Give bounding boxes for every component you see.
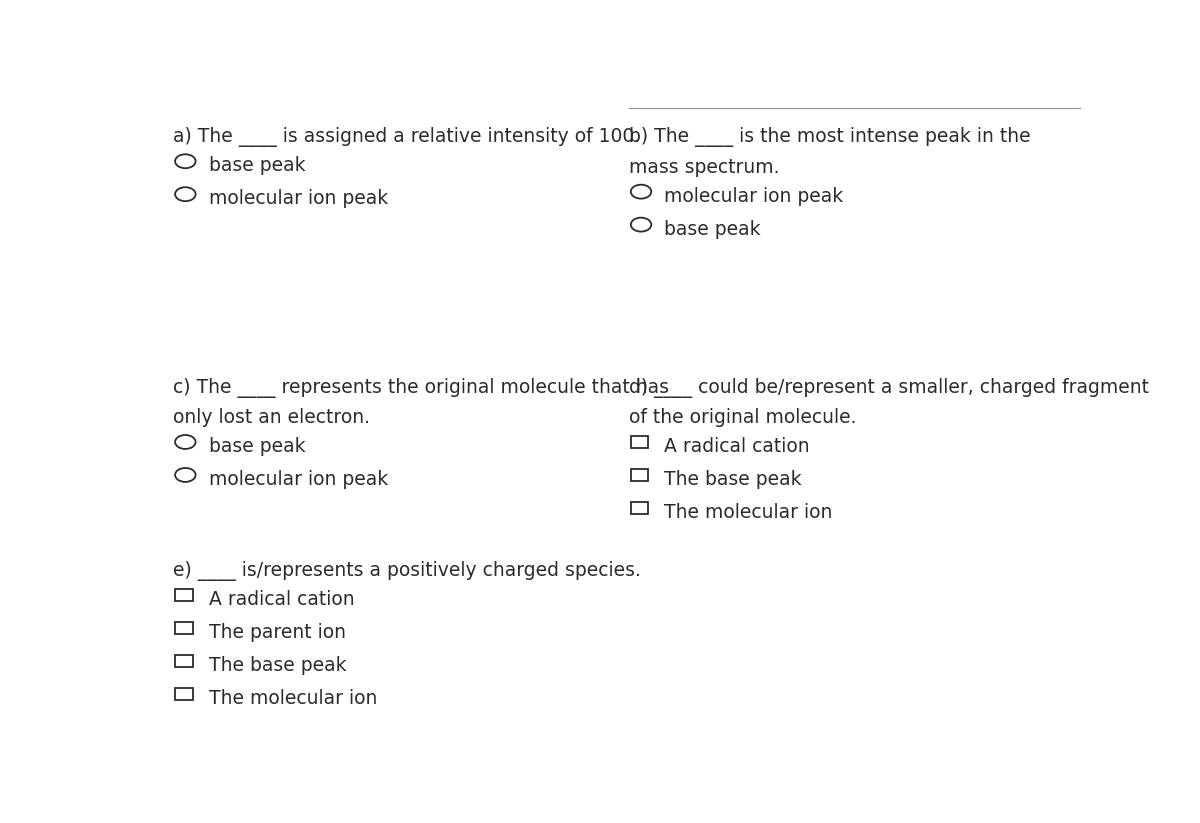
Text: molecular ion peak: molecular ion peak: [209, 470, 388, 489]
Text: The molecular ion: The molecular ion: [209, 689, 377, 708]
Text: molecular ion peak: molecular ion peak: [665, 187, 844, 206]
Text: base peak: base peak: [209, 156, 305, 175]
Text: The parent ion: The parent ion: [209, 623, 346, 642]
Bar: [175, 622, 193, 635]
Text: A radical cation: A radical cation: [665, 437, 810, 456]
Bar: [631, 469, 648, 481]
Bar: [175, 655, 193, 667]
Text: of the original molecule.: of the original molecule.: [629, 408, 857, 427]
Text: base peak: base peak: [209, 437, 305, 456]
Text: A radical cation: A radical cation: [209, 590, 354, 609]
Text: mass spectrum.: mass spectrum.: [629, 158, 780, 177]
Text: d) ____ could be/represent a smaller, charged fragment: d) ____ could be/represent a smaller, ch…: [629, 378, 1148, 398]
Text: b) The ____ is the most intense peak in the: b) The ____ is the most intense peak in …: [629, 128, 1031, 147]
Text: The molecular ion: The molecular ion: [665, 503, 833, 522]
Text: The base peak: The base peak: [665, 470, 802, 489]
Text: e) ____ is/represents a positively charged species.: e) ____ is/represents a positively charg…: [173, 561, 641, 581]
Text: only lost an electron.: only lost an electron.: [173, 408, 371, 427]
Bar: [175, 589, 193, 602]
Text: molecular ion peak: molecular ion peak: [209, 189, 388, 208]
Text: c) The ____ represents the original molecule that has: c) The ____ represents the original mole…: [173, 378, 670, 398]
Text: The base peak: The base peak: [209, 656, 347, 675]
Bar: [175, 688, 193, 700]
Text: a) The ____ is assigned a relative intensity of 100.: a) The ____ is assigned a relative inten…: [173, 128, 641, 147]
Bar: [631, 436, 648, 448]
Bar: [631, 502, 648, 514]
Text: base peak: base peak: [665, 220, 761, 239]
